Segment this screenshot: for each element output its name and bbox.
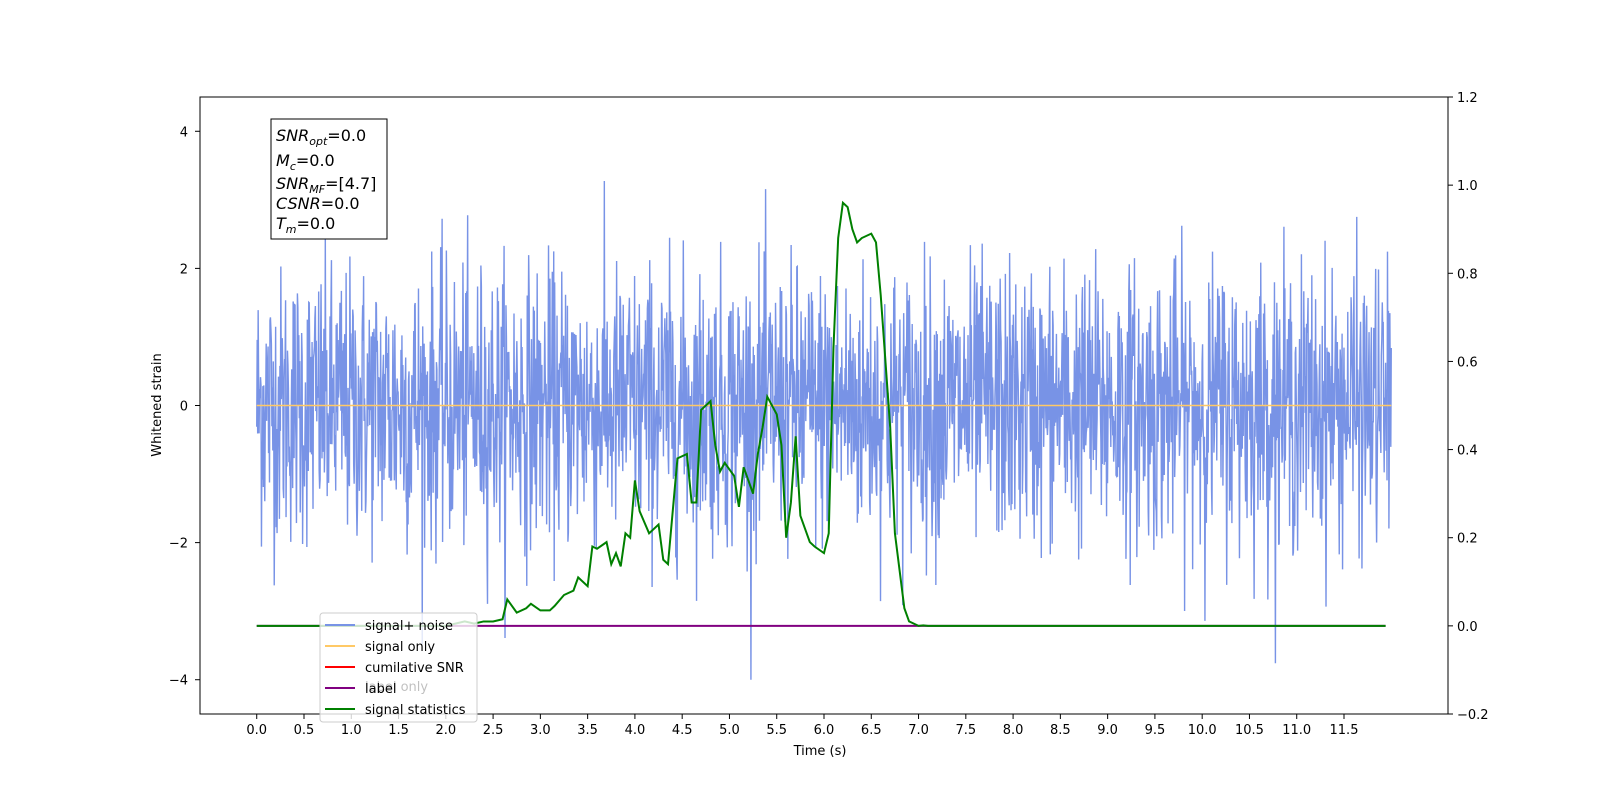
y2-tick-label: 0.0 — [1457, 620, 1478, 635]
info-tm: Tm=0.0 — [276, 214, 335, 236]
x-tick-label: 7.0 — [908, 723, 929, 738]
info-snr-mf: SNRMF=[4.7] — [276, 174, 376, 196]
y-tick-label: 0 — [180, 400, 188, 415]
y2-tick-label: 0.8 — [1457, 267, 1478, 282]
x-tick-label: 2.0 — [435, 723, 456, 738]
x-tick-label: 4.5 — [672, 723, 693, 738]
x-tick-label: 3.0 — [530, 723, 551, 738]
y-tick-label: 2 — [180, 262, 188, 277]
x-tick-label: 11.0 — [1282, 723, 1311, 738]
x-tick-label: 0.0 — [246, 723, 267, 738]
y2-tick-label: 0.4 — [1457, 444, 1478, 459]
x-tick-label: 4.0 — [625, 723, 646, 738]
x-tick-label: 3.5 — [577, 723, 598, 738]
legend-frame — [319, 612, 478, 723]
info-csnr: CSNR=0.0 — [276, 194, 360, 213]
x-tick-label: 5.0 — [719, 723, 740, 738]
y2-tick-label: 0.6 — [1457, 355, 1478, 370]
signal-noise-series — [256, 180, 1392, 680]
y-axis-left: 4 2 0 −2 −4 — [169, 125, 200, 689]
y-tick-label: −4 — [169, 674, 188, 689]
legend-label-label: label — [365, 682, 396, 697]
legend: label only signal+ noise signal only cum… — [319, 612, 478, 723]
x-tick-label: 1.0 — [341, 723, 362, 738]
y-axis-label: Whitened strain — [150, 353, 165, 456]
x-tick-label: 0.5 — [294, 723, 315, 738]
y2-tick-label: 1.2 — [1457, 91, 1478, 106]
info-box-frame — [270, 118, 388, 240]
x-tick-label: 11.5 — [1330, 723, 1359, 738]
x-tick-label: 9.5 — [1145, 723, 1166, 738]
x-tick-label: 9.0 — [1097, 723, 1118, 738]
legend-label-signal-noise: signal+ noise — [365, 619, 453, 634]
x-tick-label: 8.5 — [1050, 723, 1071, 738]
y-tick-label: −2 — [169, 537, 188, 552]
x-tick-label: 6.0 — [814, 723, 835, 738]
y-axis-right: 1.2 1.0 0.8 0.6 0.4 0.2 0.0 −0.2 — [1448, 91, 1489, 723]
x-tick-label: 8.0 — [1003, 723, 1024, 738]
x-axis: 0.0 0.5 1.0 1.5 2.0 2.5 3.0 3.5 4.0 4.5 5.0 5.5 6.0 6… — [246, 714, 1358, 738]
x-tick-label: 7.5 — [955, 723, 976, 738]
y-tick-label: 4 — [180, 125, 188, 140]
legend-ghost-label: label only — [365, 680, 428, 695]
info-box: SNRopt=0.0 Mc=0.0 SNRMF=[4.7] CSNR=0.0 T… — [270, 118, 388, 240]
x-tick-label: 6.5 — [861, 723, 882, 738]
legend-label-cumulative-snr: cumilative SNR — [365, 661, 464, 676]
legend-label-signal-only: signal only — [365, 640, 435, 655]
x-tick-label: 10.5 — [1235, 723, 1264, 738]
y2-tick-label: −0.2 — [1457, 708, 1489, 723]
info-snr-opt: SNRopt=0.0 — [276, 126, 366, 148]
y2-tick-label: 0.2 — [1457, 532, 1478, 547]
signal-statistics-line — [256, 200, 1386, 627]
x-tick-label: 1.5 — [388, 723, 409, 738]
y2-tick-label: 1.0 — [1457, 179, 1478, 194]
x-axis-label: Time (s) — [793, 744, 847, 759]
legend-label-signal-statistics: signal statistics — [365, 703, 466, 718]
signal-noise-line — [256, 180, 1392, 680]
x-tick-label: 5.5 — [766, 723, 787, 738]
x-tick-label: 10.0 — [1188, 723, 1217, 738]
x-tick-label: 2.5 — [483, 723, 504, 738]
info-mc: Mc=0.0 — [276, 151, 335, 173]
